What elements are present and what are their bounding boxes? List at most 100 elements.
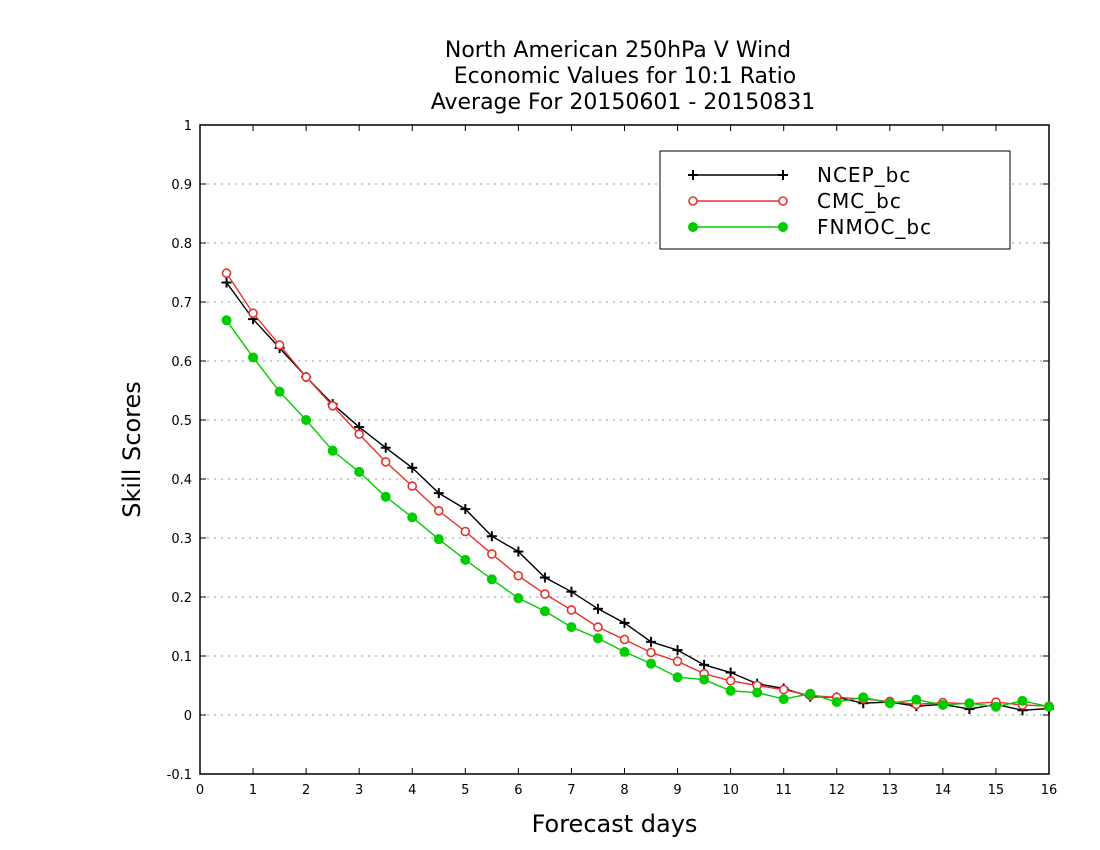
- data-point: [301, 415, 312, 425]
- x-tick-label: 8: [620, 783, 628, 798]
- data-point: [513, 593, 524, 604]
- data-point: [1017, 695, 1028, 706]
- data-point: [433, 506, 444, 516]
- data-point: [539, 572, 550, 583]
- y-tick-label: 0.3: [171, 532, 192, 547]
- legend-label: CMC_bc: [817, 189, 902, 213]
- x-tick-label: 1: [249, 783, 257, 798]
- data-point: [221, 277, 232, 288]
- legend-box: [659, 150, 1011, 250]
- x-tick-label: 16: [1041, 783, 1058, 798]
- data-point: [752, 687, 763, 698]
- data-point: [380, 442, 391, 453]
- y-tick-label: 0.4: [171, 473, 192, 488]
- legend-marker: [778, 196, 788, 206]
- x-tick-label: 11: [775, 783, 792, 798]
- data-point: [566, 622, 577, 633]
- x-tick-label: 3: [355, 783, 363, 798]
- data-point: [327, 401, 338, 411]
- data-point: [433, 534, 444, 545]
- data-point: [460, 504, 471, 515]
- data-point: [566, 586, 577, 597]
- series-line: [225, 319, 1050, 708]
- y-axis-label: Skill Scores: [118, 381, 146, 518]
- data-point: [540, 589, 550, 599]
- gridlines: [200, 183, 1049, 716]
- data-point: [513, 570, 524, 581]
- x-tick-label: 4: [408, 783, 416, 798]
- series-CMC_bc: [221, 268, 1054, 711]
- y-tick-label: 0.2: [171, 591, 192, 606]
- y-tick-label: 1: [184, 119, 192, 134]
- x-tick-label: 15: [988, 783, 1005, 798]
- x-tick-label: 6: [514, 783, 522, 798]
- y-tick-label: -0.1: [167, 768, 192, 783]
- data-point: [327, 445, 338, 456]
- data-point: [672, 645, 683, 656]
- legend-marker: [778, 222, 788, 232]
- legend-label: FNMOC_bc: [817, 215, 932, 239]
- y-tick-label: 0.5: [171, 414, 192, 429]
- data-point: [407, 462, 418, 473]
- data-point: [672, 672, 683, 683]
- data-point: [778, 694, 789, 705]
- data-point: [672, 656, 683, 667]
- data-point: [221, 268, 232, 278]
- data-point: [619, 634, 630, 645]
- x-tick-label: 9: [673, 783, 681, 798]
- data-point: [646, 636, 657, 647]
- series-NCEP_bc: [221, 277, 1054, 716]
- data-point: [566, 605, 577, 615]
- data-point: [699, 674, 710, 685]
- x-tick-label: 5: [461, 783, 469, 798]
- legend-marker: [688, 170, 698, 180]
- legend-label: NCEP_bc: [817, 163, 911, 187]
- x-tick-label: 2: [302, 783, 310, 798]
- data-point: [274, 386, 285, 397]
- title-line-3: Average For 20150601 - 20150831: [431, 90, 816, 115]
- series-line: [225, 272, 1050, 707]
- data-point: [884, 698, 895, 709]
- x-tick-label: 13: [882, 783, 899, 798]
- x-tick-label: 10: [722, 783, 739, 798]
- data-point: [380, 457, 391, 467]
- title-line-2: Economic Values for 10:1 Ratio: [454, 64, 796, 89]
- data-point: [778, 684, 789, 695]
- x-axis-label: Forecast days: [532, 810, 698, 838]
- series-layer: [221, 268, 1054, 716]
- data-point: [725, 675, 736, 686]
- data-point: [248, 308, 258, 319]
- chart-title: North American 250hPa V Wind Economic Va…: [431, 38, 816, 115]
- data-point: [619, 646, 630, 657]
- data-point: [221, 315, 232, 326]
- series-FNMOC_bc: [221, 315, 1054, 712]
- y-tick-label: 0: [184, 709, 192, 724]
- x-tick-label: 0: [196, 783, 204, 798]
- data-point: [539, 606, 550, 617]
- data-point: [433, 488, 444, 499]
- data-point: [831, 697, 842, 708]
- data-point: [937, 699, 948, 710]
- data-point: [248, 352, 259, 363]
- data-point: [274, 340, 285, 350]
- data-point: [354, 466, 365, 477]
- data-point: [592, 603, 603, 614]
- data-point: [513, 546, 524, 557]
- data-point: [725, 685, 736, 696]
- y-tick-label: 0.7: [171, 296, 192, 311]
- legend-marker: [688, 196, 698, 206]
- data-point: [1044, 701, 1054, 712]
- data-point: [301, 372, 311, 382]
- data-point: [725, 667, 736, 678]
- y-tick-label: 0.6: [171, 355, 192, 370]
- data-point: [619, 617, 630, 628]
- data-point: [858, 692, 869, 703]
- axis-ticks: -0.100.10.20.30.40.50.60.70.80.910 1 2 3 4 5 6…: [167, 119, 1058, 798]
- data-point: [592, 633, 603, 644]
- data-point: [805, 688, 816, 699]
- y-tick-label: 0.1: [171, 650, 192, 665]
- x-tick-label: 12: [828, 783, 845, 798]
- data-point: [460, 554, 471, 565]
